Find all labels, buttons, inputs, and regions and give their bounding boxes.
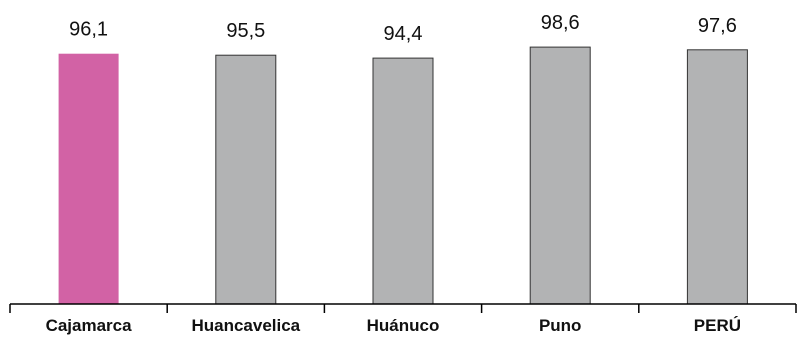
value-label: 98,6 <box>541 12 580 34</box>
category-label: Puno <box>539 316 582 335</box>
value-label: 95,5 <box>226 20 265 42</box>
bar-puno <box>529 46 591 305</box>
bars-group <box>58 46 748 305</box>
category-labels-group: Cajamarca Huancavelica Huánuco Puno PERÚ <box>46 316 741 335</box>
x-ticks-group <box>9 304 797 313</box>
bar-perú <box>686 49 748 305</box>
category-label: Cajamarca <box>46 316 133 335</box>
value-label: 96,1 <box>69 19 108 41</box>
category-label: PERÚ <box>694 316 741 335</box>
bar-huancavelica <box>215 54 277 305</box>
bar-cajamarca <box>58 53 119 305</box>
value-labels-group: 96,1 95,5 94,4 98,6 97,6 <box>69 12 737 45</box>
category-label: Huancavelica <box>191 316 300 335</box>
bar-huánuco <box>372 57 434 305</box>
value-label: 97,6 <box>698 15 737 37</box>
value-label: 94,4 <box>384 23 423 45</box>
category-label: Huánuco <box>367 316 440 335</box>
